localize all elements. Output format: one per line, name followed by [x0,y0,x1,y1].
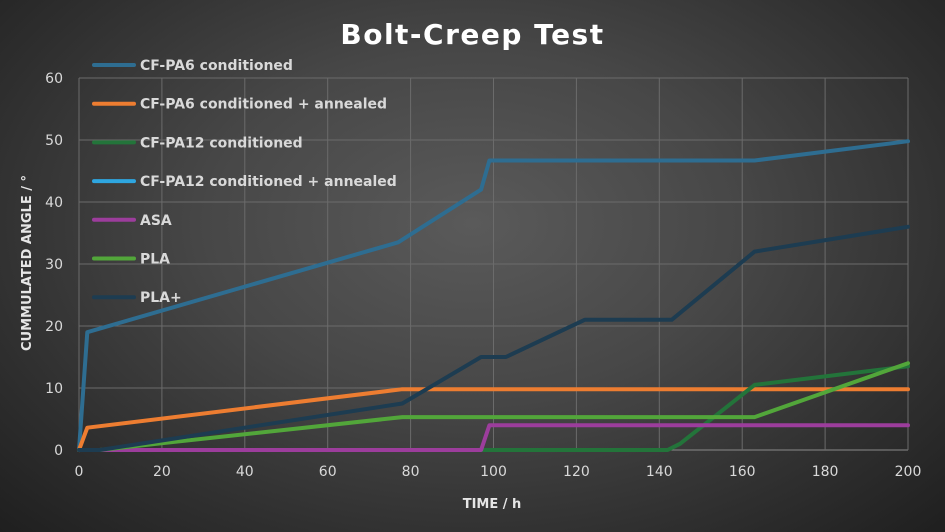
x-tick-label: 200 [895,464,922,480]
x-tick-label: 180 [812,464,839,480]
x-tick-label: 0 [75,464,84,480]
legend-label-1: CF-PA6 conditioned + annealed [140,97,387,113]
y-tick-label: 60 [45,71,63,87]
series-line-1 [77,387,910,452]
x-tick-label: 20 [153,464,171,480]
x-tick-label: 160 [729,464,756,480]
y-tick-label: 50 [45,133,63,149]
x-tick-label: 40 [236,464,254,480]
legend: CF-PA6 conditioned CF-PA6 conditioned + a… [92,58,397,306]
tick-layer: 0 10 20 30 40 50 60 0 20 40 60 80 100 120 140 160 180 200 [45,71,921,480]
series-line-4 [77,423,910,452]
y-tick-label: 20 [45,319,63,335]
x-tick-label: 80 [402,464,420,480]
series-line-0 [77,139,910,452]
series-line-6 [77,224,910,452]
legend-label-5: PLA [140,252,170,268]
y-tick-label: 0 [54,443,63,459]
x-tick-label: 60 [319,464,337,480]
legend-label-4: ASA [140,213,172,229]
x-tick-label: 100 [480,464,507,480]
chart-title: Bolt-Creep Test [340,18,605,51]
x-tick-label: 120 [563,464,590,480]
grid-layer [78,77,909,451]
y-tick-label: 40 [45,195,63,211]
legend-label-0: CF-PA6 conditioned [140,58,293,74]
x-tick-label: 140 [646,464,673,480]
legend-label-3: CF-PA12 conditioned + annealed [140,174,397,190]
y-tick-label: 10 [45,381,63,397]
y-tick-label: 30 [45,257,63,273]
legend-label-2: CF-PA12 conditioned [140,135,303,151]
legend-label-6: PLA+ [140,290,182,306]
x-axis-title: TIME / h [463,497,522,512]
series-layer [77,139,910,452]
y-axis-title: CUMMULATED ANGLE / ° [20,175,35,351]
